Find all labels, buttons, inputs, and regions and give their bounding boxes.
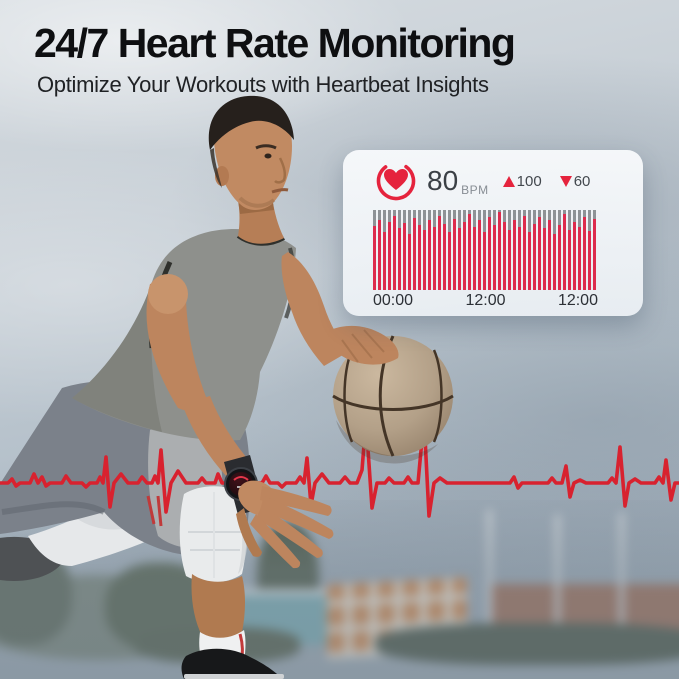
bpm-value: 80 xyxy=(427,165,459,196)
heart-rate-bar xyxy=(523,210,526,290)
heart-rate-bar xyxy=(553,210,556,290)
heart-rate-bar xyxy=(538,210,541,290)
bpm-unit: BPM xyxy=(461,183,489,197)
heart-rate-bar xyxy=(588,210,591,290)
light-pole xyxy=(619,513,624,628)
heart-rate-bar xyxy=(543,210,546,290)
heart-rate-bar xyxy=(398,210,401,290)
heart-rate-bar xyxy=(383,210,386,290)
heart-rate-bar xyxy=(388,210,391,290)
heart-rate-bar xyxy=(418,210,421,290)
heart-rate-bar xyxy=(408,210,411,290)
heart-rate-icon xyxy=(376,161,416,201)
player-head xyxy=(208,95,294,244)
heart-rate-bar xyxy=(518,210,521,290)
min-value: 60 xyxy=(573,172,591,190)
light-pole xyxy=(487,510,492,628)
heart-rate-bar xyxy=(413,210,416,290)
heart-rate-bar xyxy=(373,210,376,290)
heart-rate-bar xyxy=(438,210,441,290)
player-left-arm xyxy=(146,274,252,478)
heart-rate-bar xyxy=(468,210,471,290)
heart-rate-bar xyxy=(493,210,496,290)
chart-x-axis: 00:00 12:00 12:00 xyxy=(373,292,598,310)
heart-rate-bar xyxy=(568,210,571,290)
heart-rate-bar xyxy=(578,210,581,290)
light-pole xyxy=(555,515,560,628)
axis-tick: 00:00 xyxy=(373,292,414,309)
heart-rate-bar xyxy=(478,210,481,290)
heart-rate-bar xyxy=(423,210,426,290)
heart-rate-bar-chart xyxy=(373,210,598,290)
bushes xyxy=(375,623,679,665)
heart-rate-bar xyxy=(448,210,451,290)
heart-rate-bar xyxy=(443,210,446,290)
heart-rate-bar xyxy=(548,210,551,290)
heart-rate-bar xyxy=(463,210,466,290)
heart-rate-bar xyxy=(393,210,396,290)
heart-rate-bar xyxy=(583,210,586,290)
triangle-down-icon xyxy=(559,175,572,187)
heart-rate-widget: 80 BPM 100 60 00:00 12:00 12:00 xyxy=(343,150,643,316)
player-standing-leg xyxy=(179,486,284,679)
heart-rate-bar xyxy=(573,210,576,290)
ekg-line xyxy=(0,416,679,518)
heart-rate-bar xyxy=(458,210,461,290)
heart-rate-bar xyxy=(453,210,456,290)
player-right-hand xyxy=(328,325,399,365)
heart-rate-bar xyxy=(513,210,516,290)
page-title: 24/7 Heart Rate Monitoring xyxy=(34,20,516,66)
heart-rate-bar xyxy=(558,210,561,290)
heart-rate-bar xyxy=(508,210,511,290)
max-heart-rate: 100 xyxy=(502,172,542,190)
heart-rate-bar xyxy=(433,210,436,290)
max-value: 100 xyxy=(516,172,542,190)
triangle-up-icon xyxy=(502,175,515,187)
heart-rate-bar xyxy=(403,210,406,290)
heart-rate-bar xyxy=(563,210,566,290)
heart-rate-bar xyxy=(503,210,506,290)
heart-rate-bar xyxy=(498,210,501,290)
axis-tick: 12:00 xyxy=(465,292,506,309)
heart-rate-bar xyxy=(378,210,381,290)
heart-rate-bar xyxy=(593,210,596,290)
page-subtitle: Optimize Your Workouts with Heartbeat In… xyxy=(37,72,489,97)
heart-rate-bar xyxy=(473,210,476,290)
axis-tick: 12:00 xyxy=(557,292,598,309)
basketball xyxy=(332,335,454,464)
heart-rate-bar xyxy=(483,210,486,290)
min-heart-rate: 60 xyxy=(559,172,591,190)
heart-rate-bar xyxy=(533,210,536,290)
heart-rate-bar xyxy=(528,210,531,290)
heart-rate-bar xyxy=(488,210,491,290)
heart-rate-bar xyxy=(428,210,431,290)
player-left-hand xyxy=(236,480,334,569)
widget-header: 80 BPM 100 60 xyxy=(375,158,590,204)
